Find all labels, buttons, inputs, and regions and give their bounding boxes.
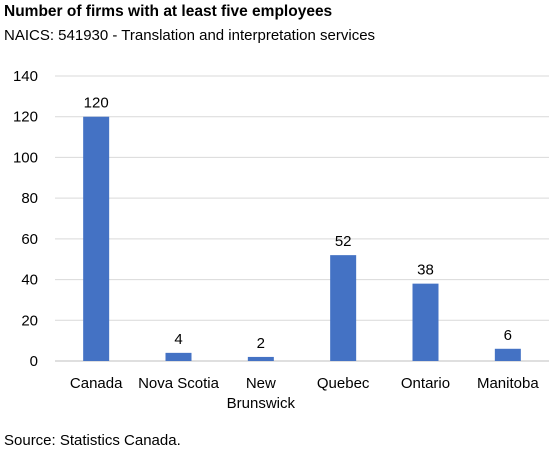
y-tick-label: 20	[21, 312, 38, 329]
data-label: 4	[174, 331, 182, 348]
bar-nova-scotia	[165, 352, 192, 361]
y-tick-label: 120	[13, 109, 38, 126]
gridlines	[55, 75, 549, 362]
bar-canada	[83, 116, 110, 361]
x-category-label: Canada	[70, 375, 123, 392]
y-tick-label: 40	[21, 272, 38, 289]
bar-new-brunswick	[247, 356, 274, 361]
x-category-label: Nova Scotia	[138, 375, 220, 392]
y-tick-label: 140	[13, 68, 38, 85]
y-axis-ticks: 0 20 40 60 80 100 120 140	[13, 68, 38, 370]
data-label: 38	[417, 262, 434, 279]
data-labels: 120 4 2 52 38 6	[84, 95, 512, 352]
data-label: 52	[335, 233, 352, 250]
chart-subtitle: NAICS: 541930 - Translation and interpre…	[4, 27, 376, 44]
source-note: Source: Statistics Canada.	[4, 432, 181, 449]
x-category-label: Quebec	[317, 375, 370, 392]
y-tick-label: 80	[21, 190, 38, 207]
data-label: 120	[84, 95, 109, 112]
x-category-label: Manitoba	[477, 375, 539, 392]
y-tick-label: 0	[30, 353, 38, 370]
bar-quebec	[330, 255, 357, 361]
x-category-label: Ontario	[401, 375, 450, 392]
bar-manitoba	[494, 348, 521, 361]
y-tick-label: 100	[13, 149, 38, 166]
bars	[83, 116, 521, 361]
x-category-label: New	[246, 375, 276, 392]
chart-title: Number of firms with at least five emplo…	[4, 3, 333, 20]
bar-ontario	[412, 283, 439, 361]
y-tick-label: 60	[21, 231, 38, 248]
data-label: 6	[504, 327, 512, 344]
x-category-label: Brunswick	[227, 395, 296, 412]
data-label: 2	[257, 335, 265, 352]
x-axis-categories: Canada Nova Scotia New Brunswick Quebec Ontar…	[70, 375, 539, 412]
